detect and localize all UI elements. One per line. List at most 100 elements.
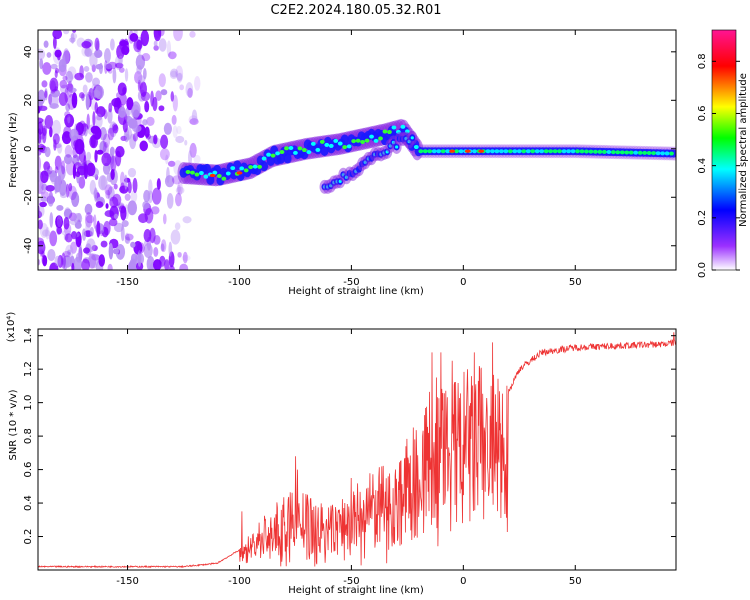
trace-inner xyxy=(422,149,428,154)
trace-inner xyxy=(633,150,639,155)
trace-inner xyxy=(601,149,607,154)
noise-blob xyxy=(160,89,168,96)
noise-blob xyxy=(47,249,56,262)
noise-blob xyxy=(109,218,118,227)
noise-blob xyxy=(189,142,197,158)
noise-blob xyxy=(124,68,129,82)
trace-inner xyxy=(351,139,357,144)
colorbar-label: Normalized spectral amplitude xyxy=(738,73,749,227)
trace-inner xyxy=(373,138,379,143)
noise-blob xyxy=(127,261,137,270)
noise-blob xyxy=(175,186,185,195)
snr-ylabel: SNR (10 * v/v) xyxy=(8,389,19,460)
snr-x-ticks: -150 -100 -50 0 50 xyxy=(116,329,582,587)
noise-blob xyxy=(132,177,138,194)
noise-blob xyxy=(150,206,160,215)
noise-blob xyxy=(76,134,84,151)
noise-blob xyxy=(44,90,48,99)
trace-core xyxy=(320,146,329,157)
trace-inner xyxy=(498,149,504,154)
noise-blob xyxy=(130,253,138,264)
trace-core xyxy=(276,153,285,164)
noise-blob xyxy=(175,135,185,144)
noise-blob xyxy=(105,203,109,209)
trace-inner xyxy=(382,129,388,134)
noise-blob xyxy=(107,127,115,141)
noise-blob xyxy=(144,126,150,138)
noise-blob xyxy=(153,235,161,245)
noise-blob xyxy=(130,190,138,203)
noise-blob xyxy=(137,75,146,84)
x-tick-label: -100 xyxy=(228,576,251,587)
noise-blob xyxy=(86,113,90,130)
noise-blob xyxy=(95,201,104,209)
noise-blob xyxy=(159,148,170,161)
trace-inner xyxy=(266,152,271,157)
noise-blob xyxy=(179,263,189,270)
noise-blob xyxy=(188,150,193,166)
trace-inner xyxy=(490,149,495,154)
trace-inner xyxy=(440,149,446,154)
branch-inner xyxy=(395,145,399,149)
noise-blob xyxy=(43,161,51,172)
noise-blob xyxy=(57,255,64,268)
trace-inner xyxy=(342,145,348,150)
snr-xlabel: Height of straight line (km) xyxy=(288,585,424,596)
x-tick-label: 0 xyxy=(460,576,466,587)
trace-hotspot xyxy=(236,171,243,175)
noise-blob xyxy=(116,92,120,99)
trace-inner xyxy=(248,165,254,170)
noise-blob xyxy=(96,114,103,121)
trace-inner xyxy=(369,134,374,139)
noise-blob xyxy=(191,109,198,124)
noise-blob xyxy=(72,30,77,33)
y-tick-label: -20 xyxy=(23,189,34,205)
colorbar-tick-label: 0.4 xyxy=(697,158,708,174)
noise-blob xyxy=(124,133,130,141)
trace-inner xyxy=(212,170,218,175)
trace-inner xyxy=(619,150,625,155)
noise-blob xyxy=(57,142,63,154)
noise-blob xyxy=(55,218,62,236)
noise-blob xyxy=(50,80,57,94)
noise-blob xyxy=(176,72,184,82)
noise-blob xyxy=(41,229,50,237)
trace-inner xyxy=(391,125,397,130)
noise-blob xyxy=(108,102,113,113)
trace-core xyxy=(229,169,238,180)
noise-blob xyxy=(113,183,118,190)
noise-blob xyxy=(142,200,150,210)
snr-scale-label: (x10⁴) xyxy=(6,312,17,343)
x-tick-label: 50 xyxy=(569,277,582,288)
noise-blob xyxy=(71,230,77,240)
noise-blob xyxy=(49,126,53,138)
noise-blob xyxy=(93,214,97,229)
noise-blob xyxy=(127,118,138,129)
noise-blob xyxy=(90,125,101,135)
y-tick-label: 0.8 xyxy=(23,428,34,444)
noise-blob xyxy=(59,192,68,199)
trace-inner xyxy=(400,124,406,129)
y-tick-label: 1.4 xyxy=(23,328,34,344)
trace-inner xyxy=(270,153,276,158)
noise-blob xyxy=(98,175,108,191)
trace-inner xyxy=(615,150,621,155)
noise-blob xyxy=(115,243,126,260)
trace-core xyxy=(233,160,242,171)
trace-inner xyxy=(561,149,567,154)
trace-inner xyxy=(557,149,562,154)
noise-blob xyxy=(76,155,81,162)
trace-inner xyxy=(279,150,285,155)
noise-blob xyxy=(127,167,137,178)
noise-blob xyxy=(45,184,55,192)
noise-blob xyxy=(171,114,177,125)
noise-blob xyxy=(75,231,82,248)
noise-blob xyxy=(167,160,176,167)
noise-blob xyxy=(177,184,181,194)
y-tick-label: -40 xyxy=(23,238,34,254)
noise-blob xyxy=(96,106,106,118)
trace-inner xyxy=(203,174,209,179)
noise-blob xyxy=(38,117,44,124)
noise-blob xyxy=(129,33,139,42)
x-tick-label: 0 xyxy=(460,277,466,288)
